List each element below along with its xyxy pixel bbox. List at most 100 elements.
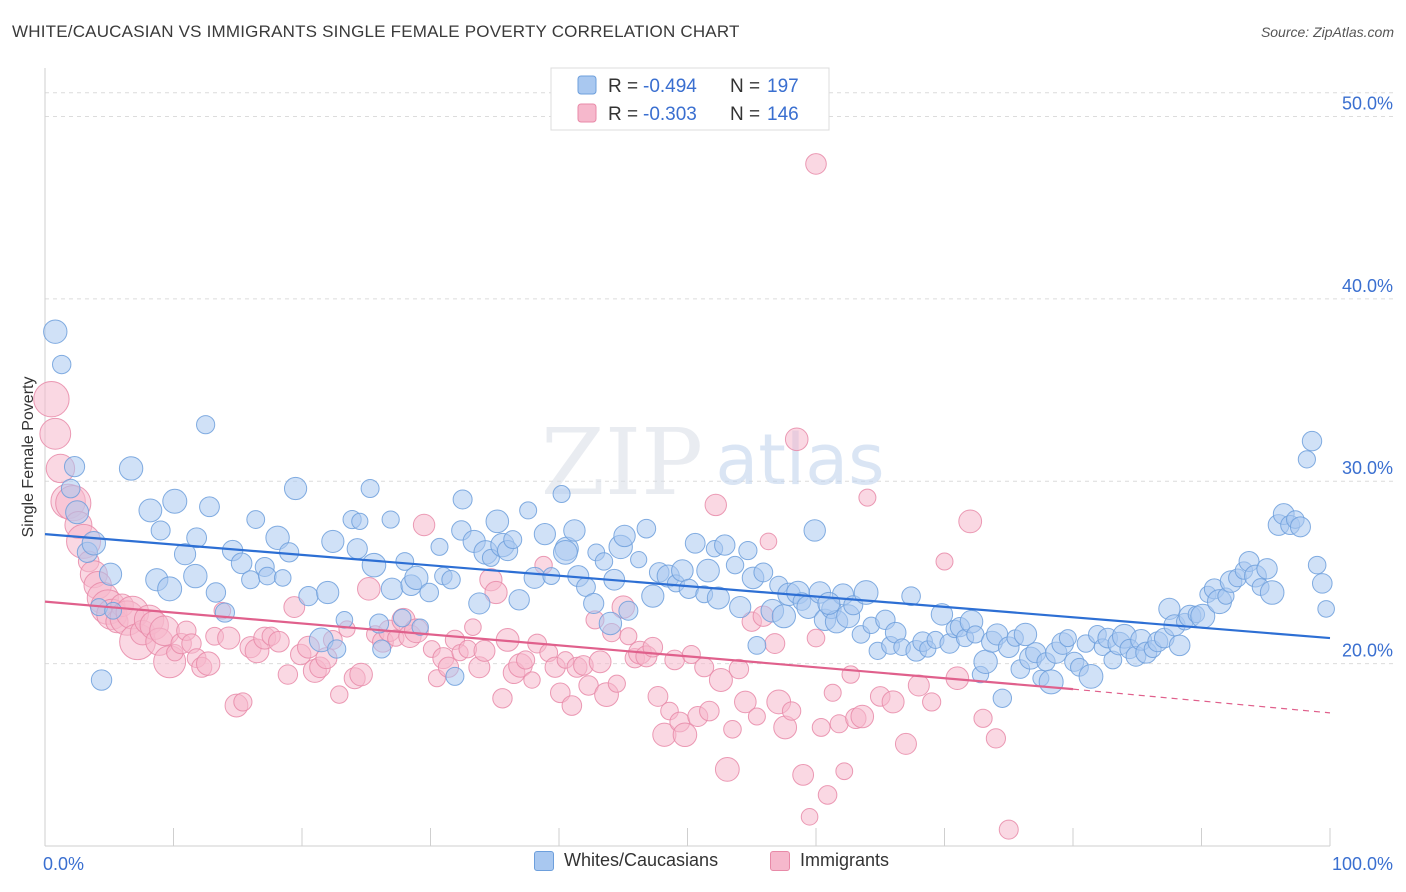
immigrants-point <box>704 493 727 517</box>
immigrants-trend-extension <box>1072 688 1331 714</box>
whites-point <box>411 618 429 636</box>
whites-point <box>265 525 290 550</box>
whites-point <box>381 510 400 529</box>
immigrants-point <box>619 627 638 646</box>
whites-point <box>316 580 340 605</box>
immigrants-point <box>784 427 809 452</box>
whites-point <box>613 524 636 548</box>
whites-point <box>973 649 998 674</box>
whites-point <box>853 580 879 605</box>
immigrants-point <box>195 651 221 676</box>
immigrants-point <box>515 650 536 670</box>
whites-point <box>81 531 107 556</box>
immigrants-point <box>277 664 299 685</box>
immigrants-point <box>412 513 436 537</box>
immigrants-point <box>835 762 854 781</box>
whites-trend-line <box>44 533 1331 640</box>
immigrants-point <box>464 618 482 636</box>
whites-point <box>258 566 277 586</box>
whites-point <box>430 537 449 556</box>
immigrants-point <box>484 580 508 605</box>
whites-point <box>138 498 163 523</box>
immigrants-point <box>805 153 827 175</box>
whites-point <box>298 586 319 607</box>
whites-point <box>372 639 392 659</box>
series-legend: Whites/Caucasians Immigrants <box>0 850 1406 880</box>
y-axis-label: Single Female Poverty <box>20 377 37 538</box>
immigrants-point <box>734 690 757 714</box>
legend-r-label: R = <box>608 76 638 97</box>
whites-point <box>173 543 197 566</box>
whites-point <box>641 584 665 608</box>
whites-point <box>205 582 227 603</box>
whites-point <box>1301 430 1323 452</box>
whites-point <box>361 552 387 578</box>
whites-point <box>186 527 208 549</box>
legend-r-label: R = <box>608 104 638 125</box>
whites-point <box>817 591 841 615</box>
immigrants-point <box>841 665 860 684</box>
immigrants-point <box>647 686 669 707</box>
whites-point <box>519 501 538 520</box>
legend-swatch-whites <box>577 75 597 95</box>
immigrants-point <box>907 674 930 697</box>
whites-point <box>618 600 639 621</box>
immigrants-point <box>523 671 541 689</box>
legend-n-label: N = <box>730 104 760 125</box>
whites-point <box>485 509 510 534</box>
immigrants-point <box>233 692 253 712</box>
immigrants-point <box>607 674 626 693</box>
immigrants-point <box>973 708 993 728</box>
whites-point <box>150 520 171 541</box>
immigrants-point <box>817 785 838 805</box>
whites-point <box>157 576 183 602</box>
x-tick-label: 0.0% <box>43 854 84 874</box>
whites-point <box>753 562 774 583</box>
immigrants-point <box>33 380 70 418</box>
immigrants-point <box>759 532 778 551</box>
legend-n-value: 146 <box>767 104 799 125</box>
chart-source: Source: ZipAtlas.com <box>1260 24 1394 40</box>
watermark: ZIP atlas <box>541 409 885 516</box>
whites-point <box>380 577 404 601</box>
legend-item-immigrants: Immigrants <box>770 850 889 871</box>
y-tick-label: 20.0% <box>1342 641 1393 661</box>
whites-point <box>563 519 586 542</box>
immigrants-point <box>330 685 349 704</box>
whites-point <box>598 611 623 636</box>
legend-n-label: N = <box>730 76 760 97</box>
whites-point <box>273 569 292 587</box>
whites-point <box>404 565 429 591</box>
whites-point <box>351 512 369 530</box>
whites-point <box>1311 573 1333 594</box>
whites-point <box>241 570 261 590</box>
whites-point <box>1058 629 1077 648</box>
immigrants-point <box>708 668 733 693</box>
whites-point <box>65 500 90 525</box>
immigrants-trend-line <box>44 600 1074 691</box>
legend-r-value: -0.494 <box>643 76 697 97</box>
immigrants-point <box>764 633 786 654</box>
whites-point <box>360 479 380 499</box>
immigrants-point <box>728 658 750 680</box>
whites-point <box>583 592 605 615</box>
immigrants-point <box>714 757 740 782</box>
immigrants-point <box>664 649 685 671</box>
whites-point <box>714 534 736 556</box>
whites-point <box>1013 622 1038 647</box>
immigrants-point <box>681 645 701 664</box>
whites-point <box>214 602 235 623</box>
chart-title: WHITE/CAUCASIAN VS IMMIGRANTS SINGLE FEM… <box>12 22 740 41</box>
immigrants-point <box>806 628 826 648</box>
whites-point <box>392 608 412 628</box>
whites-point <box>98 562 123 586</box>
whites-point <box>901 586 921 606</box>
immigrants-point <box>958 509 983 534</box>
immigrants-point <box>935 552 954 571</box>
whites-point <box>196 415 216 435</box>
whites-point <box>441 570 461 590</box>
whites-point <box>725 555 745 575</box>
whites-point <box>1307 555 1327 575</box>
whites-point <box>1259 580 1285 605</box>
